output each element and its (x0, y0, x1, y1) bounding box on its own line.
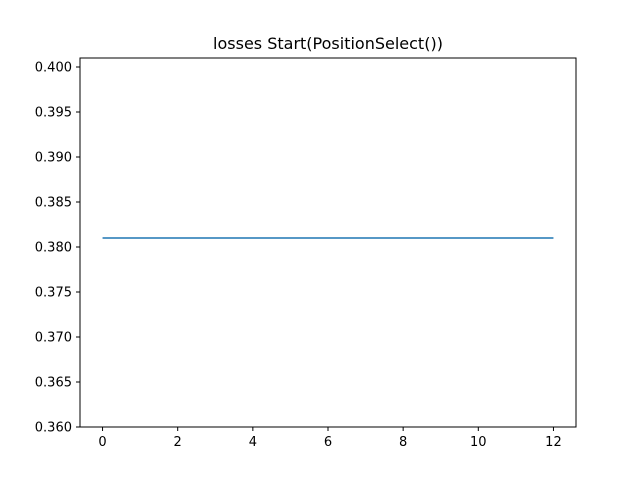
axes-frame (79, 57, 577, 428)
y-tick-label: 0.360 (35, 421, 72, 436)
y-tick-label: 0.385 (35, 196, 72, 211)
chart-title: losses Start(PositionSelect()) (213, 34, 443, 53)
x-tick-label: 2 (174, 435, 182, 450)
y-tick-label: 0.400 (35, 61, 72, 76)
y-tick-label: 0.390 (35, 151, 72, 166)
x-tick-label: 0 (98, 435, 106, 450)
x-tick-label: 12 (545, 435, 562, 450)
x-axis: 0 2 4 6 8 10 12 (98, 427, 562, 450)
x-tick-label: 8 (399, 435, 407, 450)
y-tick-label: 0.380 (35, 241, 72, 256)
y-tick-label: 0.395 (35, 106, 72, 121)
x-tick-label: 10 (470, 435, 487, 450)
x-tick-label: 4 (249, 435, 257, 450)
y-tick-label: 0.375 (35, 286, 72, 301)
y-axis: 0.360 0.365 0.370 0.375 0.380 0.385 0.390 0.395… (35, 61, 80, 436)
x-tick-label: 6 (324, 435, 332, 450)
y-tick-label: 0.370 (35, 331, 72, 346)
y-tick-label: 0.365 (35, 376, 72, 391)
